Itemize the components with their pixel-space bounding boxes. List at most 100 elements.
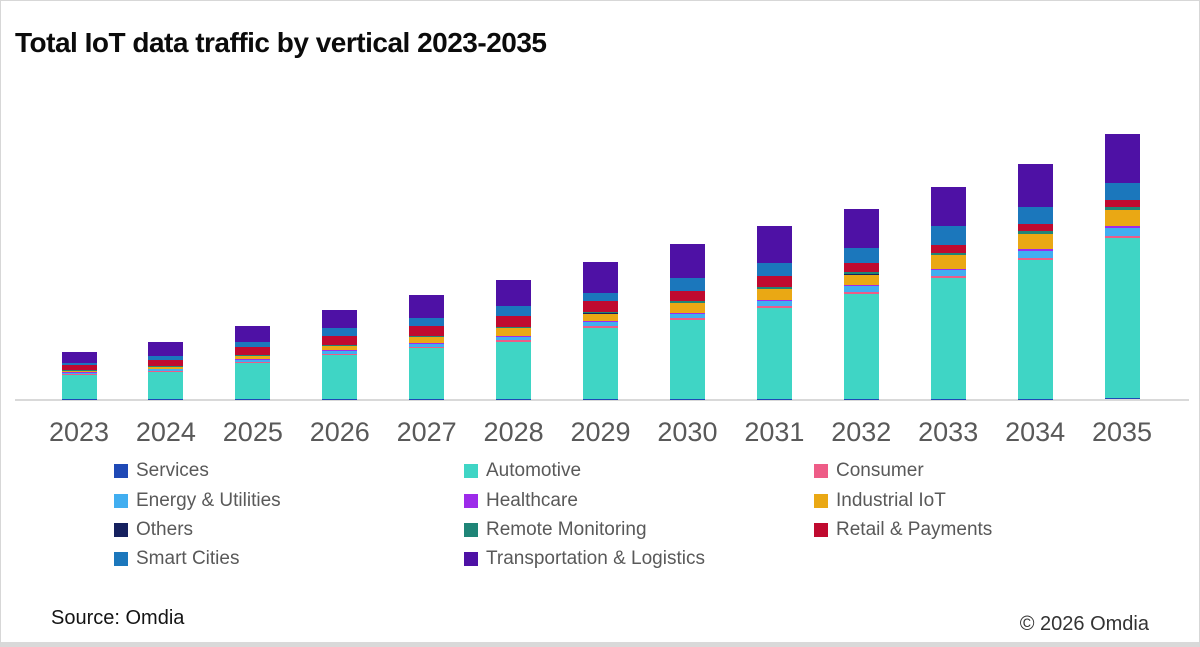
bar-segment-2027-industrial-iot	[409, 337, 445, 343]
bar-segment-2023-energy-utilities	[61, 372, 97, 374]
bar-segment-2029-remote-monitoring	[583, 311, 619, 314]
bar-2030	[669, 244, 705, 399]
bar-segment-2032-automotive	[843, 293, 879, 399]
bar-segment-2032-industrial-iot	[843, 274, 879, 286]
bar-2033	[930, 187, 966, 399]
bar-segment-2031-transportation-logistics	[756, 226, 792, 263]
bar-segment-2026-smart-cities	[322, 328, 358, 337]
legend-item-automotive: Automotive	[464, 460, 581, 482]
bar-segment-2026-energy-utilities	[322, 351, 358, 354]
bar-segment-2025-transportation-logistics	[235, 325, 271, 343]
bar-segment-2034-consumer	[1017, 257, 1053, 260]
bar-segment-2024-smart-cities	[148, 355, 184, 360]
legend-label: Consumer	[836, 460, 924, 481]
bar-segment-2025-smart-cities	[235, 342, 271, 348]
bar-segment-2024-remote-monitoring	[148, 366, 184, 367]
legend-item-retail-payments: Retail & Payments	[814, 519, 992, 541]
bar-2023	[61, 351, 97, 399]
legend-swatch-icon	[464, 552, 478, 566]
bar-segment-2035-remote-monitoring	[1104, 207, 1140, 210]
bar-segment-2030-services	[669, 398, 705, 399]
bar-segment-2030-transportation-logistics	[669, 244, 705, 279]
bar-segment-2035-energy-utilities	[1104, 227, 1140, 236]
legend-swatch-icon	[814, 464, 828, 478]
bar-segment-2034-industrial-iot	[1017, 234, 1053, 249]
bar-segment-2034-transportation-logistics	[1017, 164, 1053, 208]
bar-2024	[148, 342, 184, 399]
bar-2027	[409, 295, 445, 399]
bar-segment-2029-services	[583, 398, 619, 399]
bar-segment-2026-industrial-iot	[322, 346, 358, 351]
legend-swatch-icon	[814, 523, 828, 537]
bar-segment-2035-smart-cities	[1104, 183, 1140, 201]
bar-segment-2035-healthcare	[1104, 226, 1140, 228]
bar-segment-2031-healthcare	[756, 300, 792, 302]
bar-segment-2033-remote-monitoring	[930, 252, 966, 255]
x-tick-label-2029: 2029	[570, 417, 631, 447]
legend-label: Smart Cities	[136, 548, 240, 569]
x-tick-label-2034: 2034	[1005, 417, 1066, 447]
legend-swatch-icon	[114, 523, 128, 537]
bar-2031	[756, 226, 792, 399]
bar-segment-2030-energy-utilities	[669, 313, 705, 319]
x-tick-label-2033: 2033	[918, 417, 979, 447]
bar-segment-2028-automotive	[496, 341, 532, 399]
legend-swatch-icon	[464, 523, 478, 537]
bar-segment-2033-automotive	[930, 277, 966, 399]
bar-segment-2029-transportation-logistics	[583, 261, 619, 293]
bar-2028	[496, 279, 532, 399]
bar-segment-2024-retail-payments	[148, 359, 184, 367]
bar-segment-2031-retail-payments	[756, 276, 792, 287]
x-tick-label-2025: 2025	[222, 417, 283, 447]
bar-segment-2026-consumer	[322, 353, 358, 355]
bar-segment-2025-industrial-iot	[235, 355, 271, 360]
bar-segment-2030-retail-payments	[669, 291, 705, 302]
bar-segment-2029-energy-utilities	[583, 322, 619, 327]
x-axis-line	[15, 399, 1189, 401]
bar-segment-2028-industrial-iot	[496, 328, 532, 337]
bar-2025	[235, 325, 271, 399]
bar-segment-2032-services	[843, 398, 879, 399]
x-tick-label-2035: 2035	[1091, 417, 1153, 447]
bar-segment-2034-retail-payments	[1017, 224, 1053, 232]
x-tick-label-2031: 2031	[744, 417, 805, 447]
bar-segment-2035-services	[1104, 398, 1140, 399]
bar-segment-2029-smart-cities	[583, 292, 619, 302]
bar-2029	[583, 261, 619, 399]
bar-segment-2029-industrial-iot	[583, 313, 619, 322]
bar-segment-2029-consumer	[583, 326, 619, 328]
bar-segment-2030-industrial-iot	[669, 303, 705, 313]
legend-label: Industrial IoT	[836, 490, 946, 511]
bar-segment-2028-retail-payments	[496, 315, 532, 327]
bar-segment-2025-retail-payments	[235, 347, 271, 355]
bar-segment-2033-retail-payments	[930, 245, 966, 253]
bar-segment-2034-energy-utilities	[1017, 250, 1053, 258]
bar-segment-2035-automotive	[1104, 238, 1140, 399]
legend-label: Healthcare	[486, 490, 578, 511]
bar-segment-2030-smart-cities	[669, 278, 705, 292]
bar-segment-2028-energy-utilities	[496, 337, 532, 341]
chart-title: Total IoT data traffic by vertical 2023-…	[15, 27, 547, 58]
legend-label: Energy & Utilities	[136, 490, 281, 511]
bar-segment-2023-transportation-logistics	[61, 351, 97, 363]
legend-label: Retail & Payments	[836, 519, 993, 540]
legend-swatch-icon	[814, 494, 828, 508]
bar-segment-2027-automotive	[409, 347, 445, 399]
bar-segment-2023-consumer	[61, 373, 97, 375]
bar-segment-2031-services	[756, 398, 792, 399]
bar-segment-2034-healthcare	[1017, 249, 1053, 251]
bar-segment-2031-consumer	[756, 306, 792, 308]
bar-segment-2027-consumer	[409, 346, 445, 348]
legend-item-smart-cities: Smart Cities	[114, 548, 239, 570]
bar-segment-2027-retail-payments	[409, 326, 445, 337]
bar-segment-2032-retail-payments	[843, 262, 879, 273]
x-tick-label-2026: 2026	[309, 417, 370, 447]
bar-segment-2031-remote-monitoring	[756, 286, 792, 289]
legend-swatch-icon	[464, 464, 478, 478]
legend-item-transportation-logistics: Transportation & Logistics	[464, 548, 705, 570]
bar-2032	[843, 209, 879, 399]
x-tick-label-2028: 2028	[483, 417, 544, 447]
bar-segment-2034-remote-monitoring	[1017, 231, 1053, 234]
